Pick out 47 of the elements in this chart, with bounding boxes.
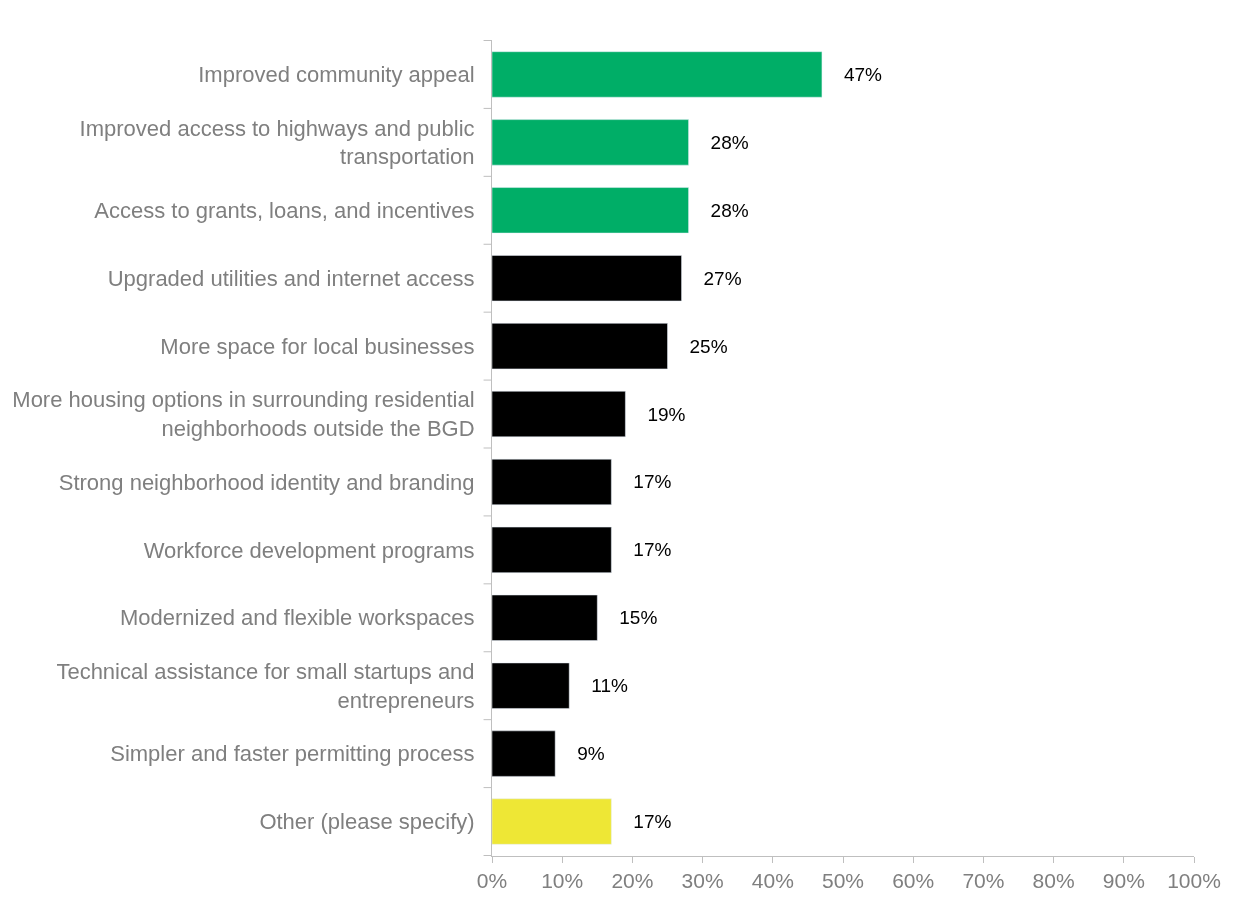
bar (492, 323, 668, 370)
data-label: 15% (600, 607, 658, 629)
data-label: 47% (824, 63, 883, 85)
data-label: 17% (614, 811, 672, 833)
data-label: 11% (572, 675, 628, 697)
y-tick-label: Upgraded utilities and internet access (107, 265, 475, 291)
bar (492, 458, 612, 505)
y-tick-label: Improved community appeal (198, 62, 475, 88)
data-label: 27% (684, 267, 742, 289)
y-tick-label: Simpler and faster permitting process (110, 741, 475, 767)
x-tick-label: 10% (541, 869, 584, 893)
y-tick-label: Workforce development programs (143, 537, 475, 563)
x-tick-label: 80% (1032, 869, 1075, 893)
bar (492, 119, 689, 166)
x-tick-label: 20% (611, 869, 654, 893)
x-tick-label: 60% (892, 869, 935, 893)
data-label: 28% (691, 199, 749, 221)
y-tick-label: Improved access to highways and public transportation (79, 115, 475, 170)
bar (492, 391, 626, 438)
x-tick-label: 70% (962, 869, 1005, 893)
y-tick-label: Modernized and flexible workspaces (119, 605, 475, 631)
x-tick-label: 50% (821, 869, 865, 893)
bar (492, 51, 823, 98)
data-label: 19% (628, 403, 686, 425)
bar (492, 730, 556, 777)
y-tick-label: Strong neighborhood identity and branding (58, 469, 475, 495)
x-tick-label: 90% (1102, 869, 1145, 893)
y-tick-label: Technical assistance for small startups and entrepreneurs (56, 659, 475, 713)
data-label: 17% (614, 539, 672, 561)
bar (492, 255, 682, 302)
bar (492, 798, 612, 845)
x-tick-label: 40% (751, 869, 794, 893)
y-tick-label: Other (please specify) (259, 809, 475, 835)
data-label: 25% (670, 335, 728, 357)
bar (492, 662, 570, 709)
y-tick-label: Access to grants, loans, and incentives (94, 197, 475, 223)
y-tick-label: More housing options in surrounding residential neighborhoods outside the BGD (12, 387, 475, 442)
data-label: 28% (691, 131, 749, 153)
y-tick-label: More space for local businesses (160, 333, 475, 359)
x-tick-label: 0% (476, 869, 508, 893)
x-tick-label: 30% (681, 869, 724, 893)
bar (492, 594, 598, 641)
x-tick-label: 100% (1167, 869, 1221, 893)
data-label: 17% (614, 471, 672, 493)
data-label: 9% (558, 743, 605, 765)
bar (492, 187, 689, 234)
bar (492, 526, 612, 573)
